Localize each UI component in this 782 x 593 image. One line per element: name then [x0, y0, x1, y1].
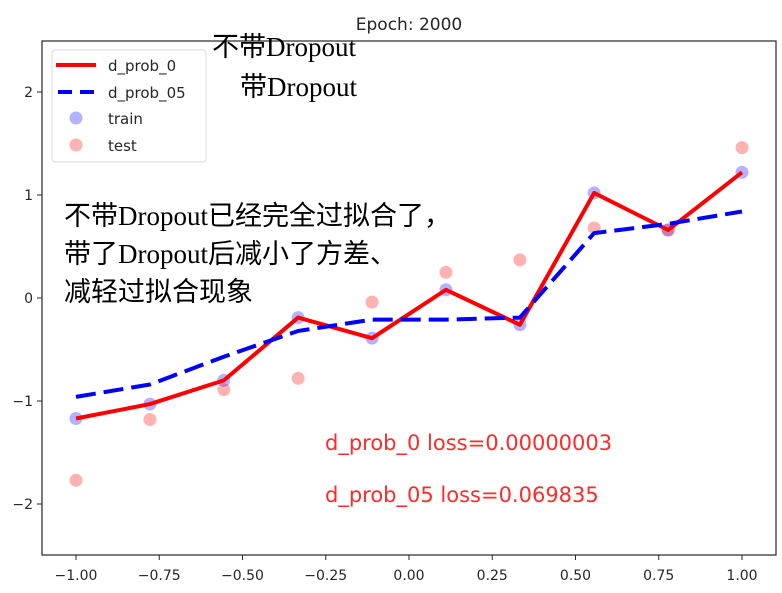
scatter-point-test	[365, 295, 379, 309]
scatter-point-test	[439, 265, 453, 279]
legend-marker-test-icon	[69, 138, 83, 152]
legend-label-test: test	[108, 137, 137, 155]
x-tick-label: −0.25	[304, 568, 347, 584]
plot-area	[69, 141, 749, 487]
x-tick-label: −1.00	[55, 568, 98, 584]
legend-label-d-prob-0: d_prob_0	[108, 57, 176, 76]
x-tick-label: −0.50	[221, 568, 264, 584]
scatter-point-test	[291, 371, 305, 385]
y-tick-label: −1	[12, 394, 33, 410]
scatter-point-test	[735, 141, 749, 155]
y-tick-label: 2	[24, 85, 33, 101]
label-with-dropout: 带Dropout	[240, 72, 357, 102]
legend-label-train: train	[108, 110, 143, 128]
line-series-d_prob_0	[75, 170, 744, 421]
legend-marker-train-icon	[69, 111, 83, 125]
note-line-2: 带了Dropout后减小了方差、	[64, 239, 397, 269]
y-tick-label: 1	[24, 188, 33, 204]
note-line-3: 减轻过拟合现象	[64, 277, 253, 307]
legend-box	[51, 49, 207, 163]
legend: d_prob_0 d_prob_05 train test	[51, 49, 207, 163]
scatter-point-test	[69, 473, 83, 487]
x-tick-label: 0.50	[560, 568, 591, 584]
loss-d-prob-0: d_prob_0 loss=0.00000003	[325, 431, 612, 456]
scatter-point-test	[217, 383, 231, 397]
legend-label-d-prob-05: d_prob_05	[108, 84, 186, 103]
loss-d-prob-05: d_prob_05 loss=0.069835	[325, 483, 599, 508]
x-tick-label: −0.75	[138, 568, 181, 584]
line-series-d_prob_05	[75, 209, 743, 399]
chart-title: Epoch: 2000	[356, 15, 462, 35]
scatter-point-test	[513, 253, 527, 267]
x-axis: −1.00 −0.75 −0.50 −0.25 0.00 0.25 0.50 0.75 1.00	[55, 555, 758, 584]
x-tick-label: 0.75	[643, 568, 674, 584]
y-axis: 2 1 0 −1 −2	[12, 85, 42, 513]
note-line-1: 不带Dropout已经完全过拟合了，	[64, 201, 451, 231]
y-tick-label: −2	[12, 497, 33, 513]
y-tick-label: 0	[24, 291, 33, 307]
scatter-point-test	[143, 413, 157, 427]
x-tick-label: 1.00	[726, 568, 757, 584]
label-no-dropout: 不带Dropout	[212, 32, 356, 62]
x-tick-label: 0.00	[393, 568, 424, 584]
x-tick-label: 0.25	[477, 568, 508, 584]
